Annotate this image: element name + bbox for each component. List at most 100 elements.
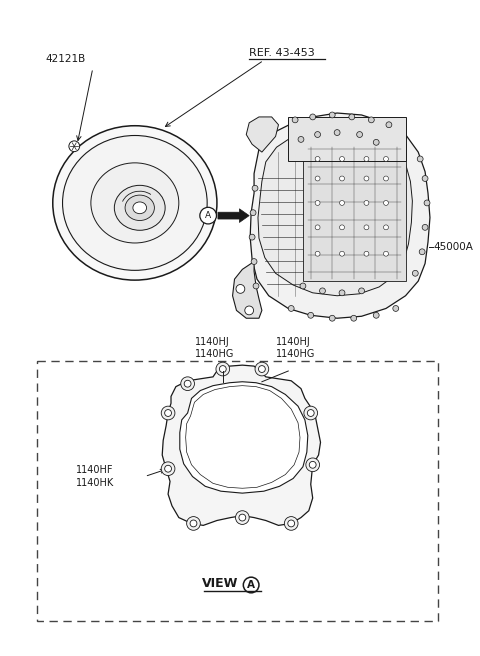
Circle shape	[69, 141, 80, 152]
Circle shape	[412, 270, 418, 276]
Circle shape	[351, 316, 357, 321]
Circle shape	[417, 156, 423, 162]
Text: 1140HJ
1140HG: 1140HJ 1140HG	[195, 337, 235, 359]
Circle shape	[315, 157, 320, 161]
Circle shape	[364, 157, 369, 161]
FancyArrow shape	[218, 209, 249, 222]
Circle shape	[315, 251, 320, 256]
Circle shape	[384, 176, 388, 181]
Circle shape	[307, 409, 314, 417]
Circle shape	[239, 514, 246, 521]
Circle shape	[258, 365, 265, 373]
FancyBboxPatch shape	[288, 117, 406, 161]
Circle shape	[292, 117, 298, 123]
Circle shape	[364, 201, 369, 205]
Circle shape	[200, 207, 216, 224]
Circle shape	[384, 225, 388, 230]
Polygon shape	[162, 365, 321, 525]
Circle shape	[284, 516, 298, 530]
Circle shape	[339, 251, 345, 256]
Circle shape	[424, 200, 430, 206]
Circle shape	[216, 362, 229, 376]
Ellipse shape	[133, 202, 146, 214]
Polygon shape	[258, 127, 412, 296]
Text: 1140HJ
1140HG: 1140HJ 1140HG	[276, 337, 315, 359]
Circle shape	[315, 176, 320, 181]
Circle shape	[288, 520, 295, 527]
Ellipse shape	[62, 136, 207, 270]
Circle shape	[349, 114, 355, 120]
Circle shape	[288, 306, 294, 312]
Circle shape	[251, 258, 257, 264]
Circle shape	[309, 461, 316, 468]
Circle shape	[315, 201, 320, 205]
Ellipse shape	[114, 186, 165, 230]
Ellipse shape	[91, 163, 179, 243]
Circle shape	[306, 458, 320, 472]
Circle shape	[359, 288, 364, 294]
Circle shape	[315, 132, 321, 138]
Circle shape	[373, 312, 379, 318]
Circle shape	[253, 283, 259, 289]
Circle shape	[308, 312, 313, 318]
Circle shape	[250, 210, 256, 216]
Text: A: A	[205, 211, 211, 220]
Circle shape	[252, 186, 258, 191]
Circle shape	[298, 136, 304, 142]
Text: 45000A: 45000A	[434, 242, 474, 252]
Circle shape	[245, 306, 253, 315]
Circle shape	[368, 117, 374, 123]
Circle shape	[334, 130, 340, 136]
Circle shape	[219, 365, 226, 373]
Circle shape	[364, 225, 369, 230]
Text: A: A	[247, 580, 255, 590]
Text: 1140HF
1140HK: 1140HF 1140HK	[76, 465, 114, 487]
Circle shape	[339, 176, 345, 181]
Circle shape	[364, 176, 369, 181]
Circle shape	[320, 288, 325, 294]
Circle shape	[249, 234, 255, 240]
Circle shape	[315, 225, 320, 230]
Text: VIEW: VIEW	[202, 577, 238, 590]
Circle shape	[300, 283, 306, 289]
Circle shape	[339, 201, 345, 205]
Circle shape	[339, 157, 345, 161]
Circle shape	[190, 520, 197, 527]
Circle shape	[386, 122, 392, 128]
Circle shape	[339, 290, 345, 296]
Circle shape	[422, 224, 428, 230]
Circle shape	[364, 251, 369, 256]
Polygon shape	[246, 117, 278, 152]
Circle shape	[422, 176, 428, 182]
Circle shape	[384, 201, 388, 205]
Bar	[37, 361, 438, 621]
Circle shape	[236, 511, 249, 524]
Polygon shape	[180, 382, 308, 493]
Circle shape	[373, 140, 379, 145]
FancyBboxPatch shape	[303, 144, 406, 281]
Circle shape	[419, 249, 425, 255]
Circle shape	[161, 462, 175, 476]
Circle shape	[184, 380, 191, 387]
Circle shape	[384, 157, 388, 161]
Circle shape	[161, 406, 175, 420]
Circle shape	[236, 285, 245, 293]
Polygon shape	[250, 113, 430, 318]
Text: REF. 43-453: REF. 43-453	[249, 49, 315, 58]
Circle shape	[329, 112, 335, 118]
Circle shape	[187, 516, 200, 530]
Circle shape	[357, 132, 362, 138]
Circle shape	[393, 306, 399, 312]
Circle shape	[304, 406, 318, 420]
Text: 42121B: 42121B	[46, 54, 86, 64]
Circle shape	[310, 114, 316, 120]
Circle shape	[339, 225, 345, 230]
Circle shape	[384, 251, 388, 256]
Circle shape	[165, 465, 171, 472]
Circle shape	[255, 362, 269, 376]
Polygon shape	[233, 262, 262, 318]
Ellipse shape	[125, 195, 155, 220]
Circle shape	[329, 316, 335, 321]
Circle shape	[181, 377, 194, 390]
Circle shape	[165, 409, 171, 417]
